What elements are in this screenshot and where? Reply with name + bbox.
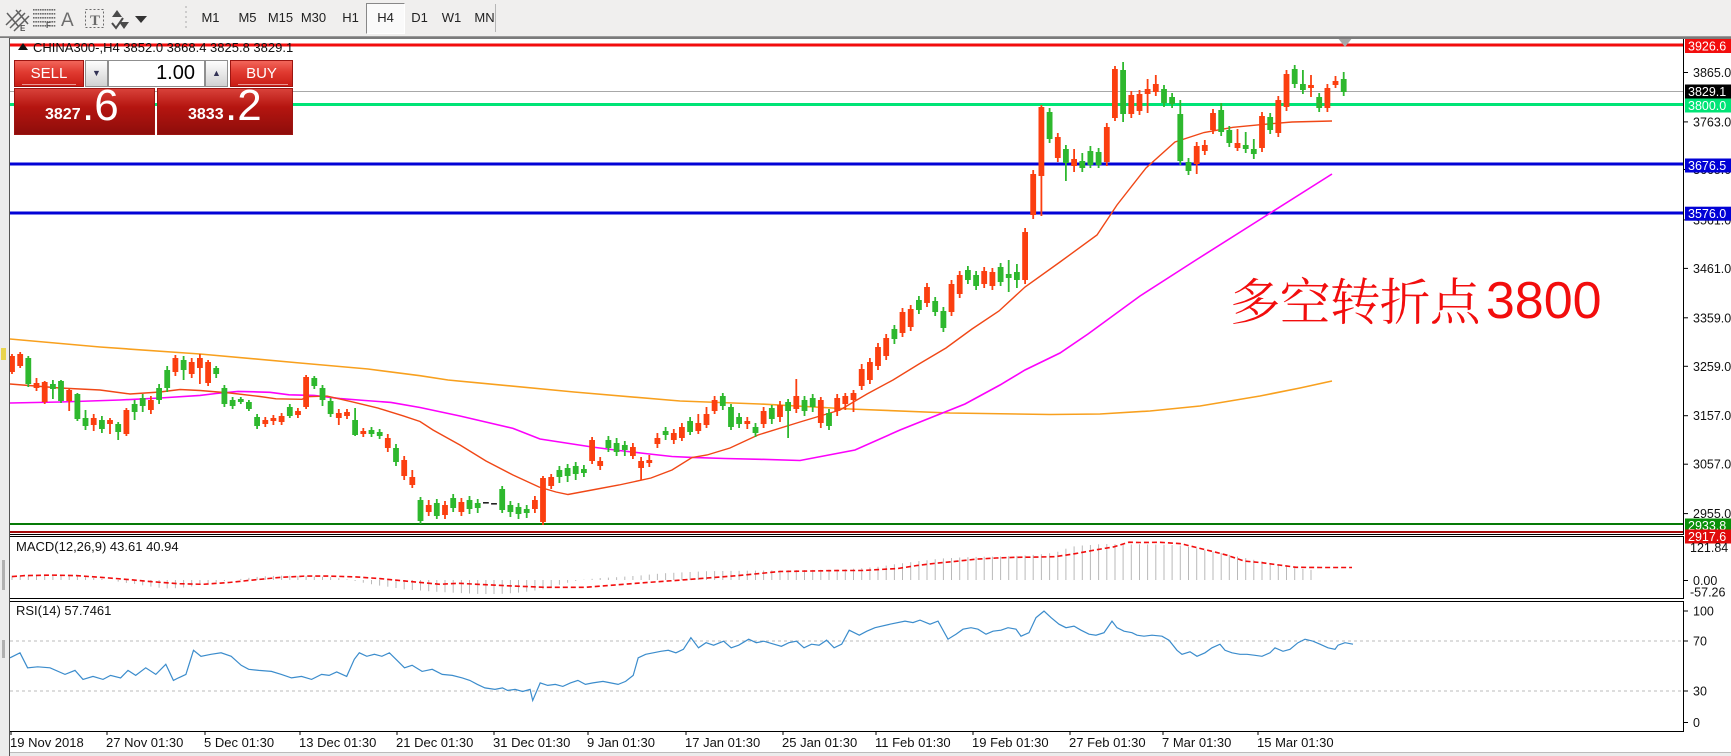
svg-text:17 Jan 01:30: 17 Jan 01:30 [685, 735, 760, 750]
svg-text:100: 100 [1693, 605, 1714, 619]
svg-text:T: T [90, 13, 100, 29]
svg-text:3461.0: 3461.0 [1693, 262, 1731, 276]
svg-text:5 Dec 01:30: 5 Dec 01:30 [204, 735, 274, 750]
svg-text:30: 30 [1693, 685, 1707, 699]
svg-text:-57.26: -57.26 [1690, 586, 1725, 600]
svg-text:E: E [20, 24, 26, 33]
svg-text:31 Dec 01:30: 31 Dec 01:30 [493, 735, 570, 750]
svg-text:27 Feb 01:30: 27 Feb 01:30 [1069, 735, 1146, 750]
svg-text:3676.5: 3676.5 [1688, 159, 1726, 173]
svg-text:70: 70 [1693, 635, 1707, 649]
svg-text:3259.0: 3259.0 [1693, 360, 1731, 374]
svg-text:A: A [61, 10, 74, 31]
svg-text:0: 0 [1693, 716, 1700, 730]
svg-text:7 Mar 01:30: 7 Mar 01:30 [1162, 735, 1231, 750]
svg-text:13 Dec 01:30: 13 Dec 01:30 [299, 735, 376, 750]
svg-text:3157.0: 3157.0 [1693, 409, 1731, 423]
svg-text:RSI(14) 57.7461: RSI(14) 57.7461 [16, 603, 111, 618]
svg-text:MACD(12,26,9) 43.61 40.94: MACD(12,26,9) 43.61 40.94 [16, 539, 179, 554]
svg-text:3829.1: 3829.1 [1688, 85, 1726, 99]
svg-text:121.84: 121.84 [1690, 541, 1728, 555]
svg-text:27 Nov 01:30: 27 Nov 01:30 [106, 735, 183, 750]
svg-text:21 Dec 01:30: 21 Dec 01:30 [396, 735, 473, 750]
svg-text:15 Mar 01:30: 15 Mar 01:30 [1257, 735, 1334, 750]
svg-text:19 Feb 01:30: 19 Feb 01:30 [972, 735, 1049, 750]
svg-text:2917.6: 2917.6 [1688, 530, 1726, 544]
svg-text:3763.0: 3763.0 [1693, 115, 1731, 129]
svg-text:CHINA300-,H4 3852.0 3868.4 38: CHINA300-,H4 3852.0 3868.4 3825.8 3829.1 [33, 40, 293, 55]
svg-text:3800: 3800 [1486, 272, 1602, 330]
svg-text:3926.6: 3926.6 [1688, 40, 1726, 54]
svg-text:F: F [46, 21, 51, 30]
svg-text:0.00: 0.00 [1693, 574, 1717, 588]
svg-text:3057.0: 3057.0 [1693, 458, 1731, 472]
svg-text:3800.0: 3800.0 [1688, 99, 1726, 113]
svg-text:3865.0: 3865.0 [1693, 66, 1731, 80]
svg-text:2955.0: 2955.0 [1693, 507, 1731, 521]
svg-text:3576.0: 3576.0 [1688, 207, 1726, 221]
svg-text:19 Nov 2018: 19 Nov 2018 [10, 735, 84, 750]
svg-text:25 Jan 01:30: 25 Jan 01:30 [782, 735, 857, 750]
svg-text:3359.0: 3359.0 [1693, 311, 1731, 325]
svg-text:11 Feb 01:30: 11 Feb 01:30 [875, 735, 951, 750]
svg-text:9 Jan 01:30: 9 Jan 01:30 [587, 735, 655, 750]
